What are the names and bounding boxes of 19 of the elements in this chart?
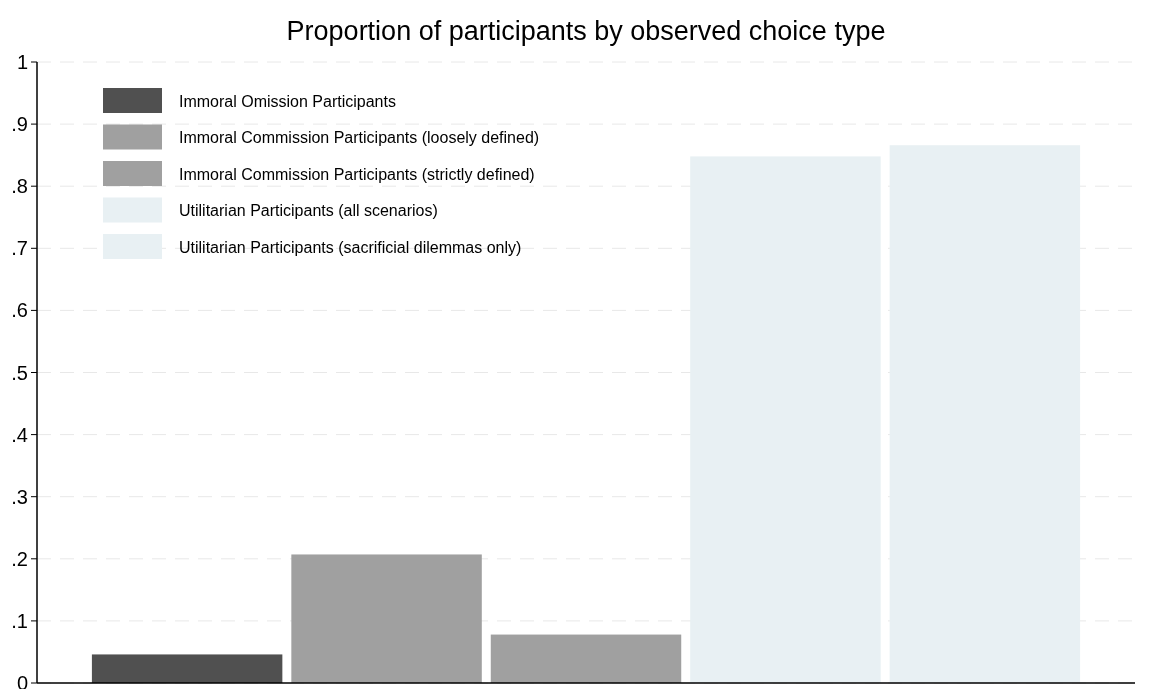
y-tick-label: .4 <box>11 423 28 446</box>
chart-title: Proportion of participants by observed choice type <box>286 16 886 46</box>
y-tick-label: .3 <box>11 485 28 508</box>
y-tick-label: .6 <box>11 299 28 322</box>
y-tick-label: .1 <box>11 609 28 632</box>
y-tick-label: 1 <box>16 51 28 73</box>
bar <box>91 654 283 683</box>
legend-label: Utilitarian Participants (sacrificial dilemmas only) <box>179 238 522 256</box>
y-tick-label: .5 <box>11 361 28 384</box>
legend-label: Immoral Omission Participants <box>179 92 396 110</box>
legend-label: Immoral Commission Participants (loosely defined) <box>179 129 540 147</box>
y-tick-label: .9 <box>11 113 28 136</box>
bar <box>291 554 482 683</box>
y-tick-label: .2 <box>11 547 28 570</box>
legend-label: Utilitarian Participants (all scenarios) <box>179 202 438 220</box>
y-tick-label: .7 <box>11 237 28 260</box>
y-tick-label: .8 <box>11 175 28 198</box>
bar <box>490 634 682 683</box>
legend-label: Immoral Commission Participants (strictly defined) <box>179 165 535 183</box>
